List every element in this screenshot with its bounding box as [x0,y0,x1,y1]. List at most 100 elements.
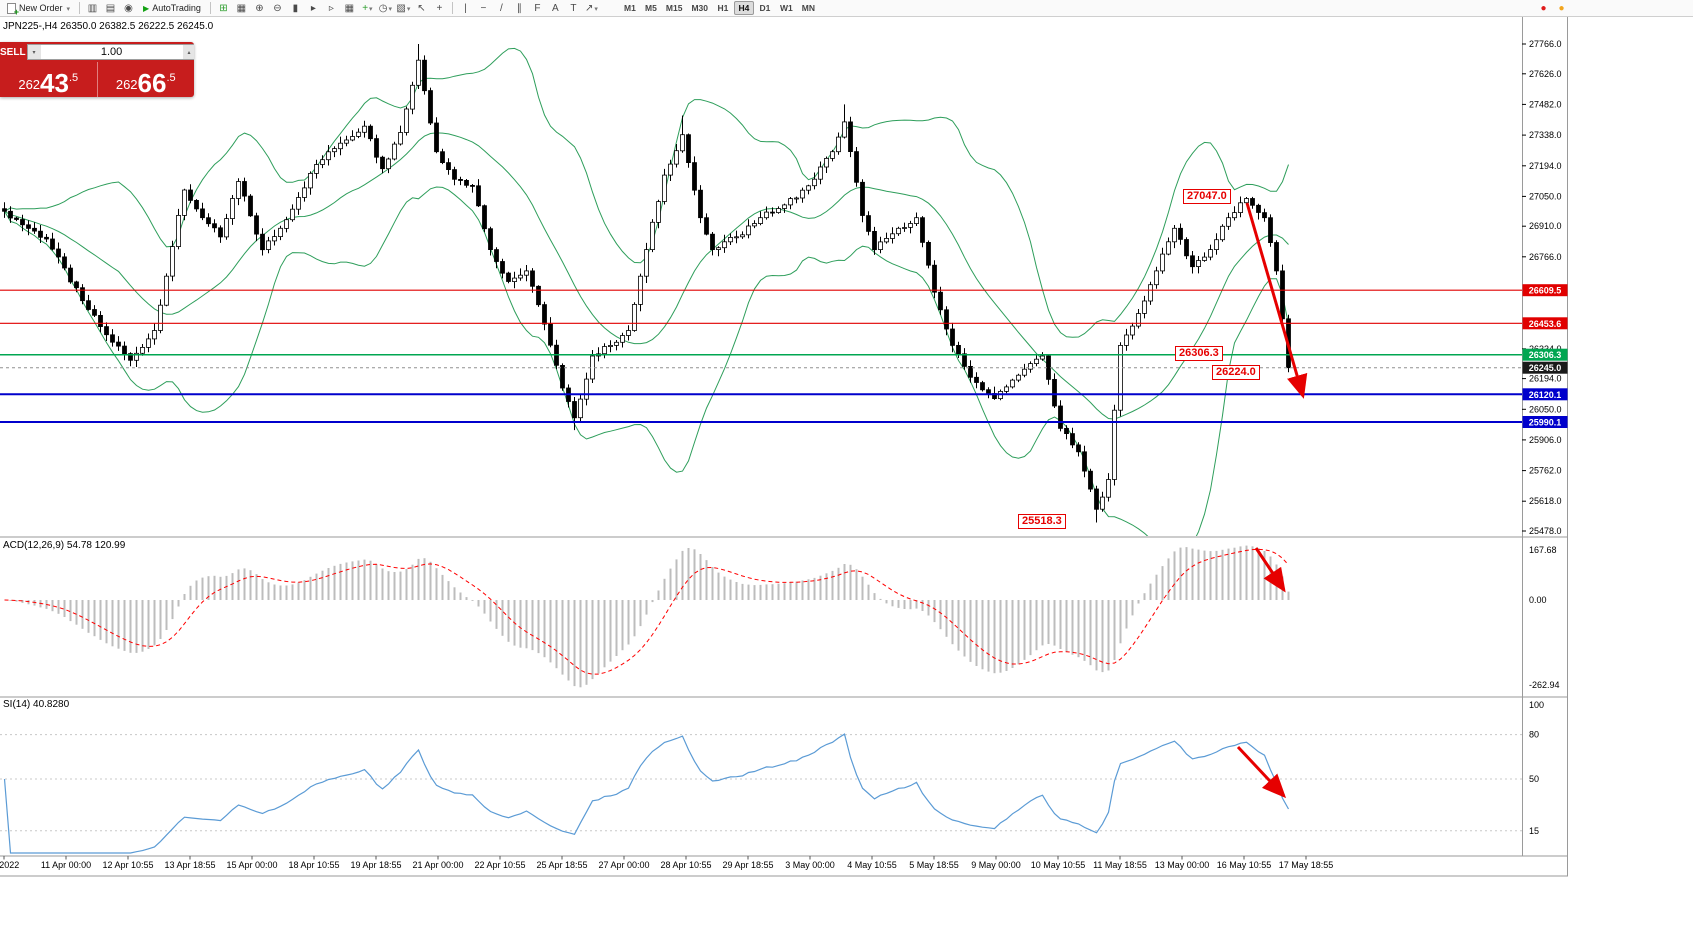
period-icon[interactable]: ◷ [377,1,394,16]
volume-input[interactable] [40,45,183,59]
trendline-icon: / [500,2,503,14]
svg-text:27482.0: 27482.0 [1529,99,1562,109]
market-watch-icon[interactable]: ▥ [84,1,101,16]
horizontal-line-icon[interactable]: − [475,1,492,16]
zoom-out-icon[interactable]: ⊖ [269,1,286,16]
svg-text:27766.0: 27766.0 [1529,39,1562,49]
svg-text:26766.0: 26766.0 [1529,252,1562,262]
volume-up-button[interactable] [182,45,194,59]
vertical-line-icon: | [464,2,467,14]
caret-down-icon [389,3,393,14]
svg-text:167.68: 167.68 [1529,545,1557,555]
svg-text:11 Apr 00:00: 11 Apr 00:00 [41,860,91,870]
svg-text:27 Apr 00:00: 27 Apr 00:00 [598,860,649,870]
fibonacci-icon[interactable]: F [529,1,546,16]
indicators-icon[interactable]: ⊞ [215,1,232,16]
timeframe-m1[interactable]: M1 [620,1,640,15]
account-status-icon[interactable]: ● [1553,1,1570,16]
toolbar-gap [1571,8,1691,9]
timeframe-h1[interactable]: H1 [713,1,733,15]
add-indicator-icon[interactable]: + [359,1,376,16]
data-window-icon[interactable]: ▤ [102,1,119,16]
price-callout[interactable]: 27047.0 [1183,189,1231,204]
price-callout[interactable]: 25518.3 [1018,514,1066,529]
zoom-in-icon[interactable]: ⊕ [251,1,268,16]
svg-text:26050.0: 26050.0 [1529,404,1562,414]
timeframe-m15[interactable]: M15 [662,1,687,15]
sound-icon[interactable]: ◉ [120,1,137,16]
new-order-button[interactable]: New Order [2,1,75,17]
arrows-icon[interactable]: ↗ [583,1,600,16]
toolbar-separator [209,2,211,14]
tile-windows-icon: ▦ [236,2,247,14]
price-callout[interactable]: 26224.0 [1212,365,1260,380]
autotrading-button[interactable]: AutoTrading [138,1,206,16]
volume-down-button[interactable] [27,45,41,59]
timeframe-d1[interactable]: D1 [755,1,775,15]
svg-text:16 May 10:55: 16 May 10:55 [1217,860,1272,870]
channel-icon: ∥ [516,2,522,14]
svg-text:-262.94: -262.94 [1529,680,1560,690]
rsi-panel [0,733,1522,854]
buy-price[interactable]: 262 66.5 [98,62,195,97]
price-callout[interactable]: 26306.3 [1175,346,1223,361]
horizontal-level-lines[interactable] [0,289,1522,423]
time-axis[interactable]: pr 2022 11 Apr 00:00 12 Apr 10:55 13 Apr 18… [0,856,1333,870]
caret-down-icon [594,3,598,14]
sound-icon: ◉ [124,2,133,14]
svg-text:25762.0: 25762.0 [1529,466,1562,476]
auto-scroll-icon: ▸ [310,2,316,14]
cursor-icon[interactable]: ↖ [413,1,430,16]
channel-icon[interactable]: ∥ [511,1,528,16]
svg-text:27194.0: 27194.0 [1529,161,1562,171]
volume-box [26,44,194,60]
crosshair-icon[interactable]: + [431,1,448,16]
timeframe-h4[interactable]: H4 [733,1,754,15]
svg-text:12 Apr 10:55: 12 Apr 10:55 [102,860,153,870]
price-axis[interactable]: 27766.0 27626.0 27482.0 27338.0 27194.0 27050… [1522,39,1568,836]
text-icon[interactable]: A [547,1,564,16]
market-watch-icon: ▥ [87,2,98,14]
template-icon[interactable]: ▧ [395,1,412,16]
trend-arrows[interactable] [1236,202,1308,799]
svg-text:25 Apr 18:55: 25 Apr 18:55 [536,860,587,870]
svg-text:80: 80 [1529,730,1539,740]
svg-text:100: 100 [1529,700,1544,710]
timeframe-m30[interactable]: M30 [687,1,712,15]
notification-icon[interactable]: ● [1535,1,1552,16]
chart-shift-icon[interactable]: ▹ [323,1,340,16]
svg-text:15: 15 [1529,826,1539,836]
trendline-icon[interactable]: / [493,1,510,16]
label-icon: T [570,2,577,14]
sell-price-prefix: 262 [18,77,41,92]
zoom-in-icon: ⊕ [255,2,264,14]
svg-text:19 Apr 18:55: 19 Apr 18:55 [350,860,401,870]
svg-text:27626.0: 27626.0 [1529,69,1562,79]
auto-scroll-icon[interactable]: ▸ [305,1,322,16]
tile-windows-icon[interactable]: ▦ [233,1,250,16]
svg-text:26194.0: 26194.0 [1529,374,1562,384]
vertical-line-icon[interactable]: | [457,1,474,16]
autotrading-icon [143,3,149,13]
grid-icon[interactable]: ▦ [341,1,358,16]
caret-down-icon [67,3,71,13]
svg-text:25990.1: 25990.1 [1529,418,1562,428]
sell-button[interactable]: SELL [0,42,26,62]
svg-text:13 May 00:00: 13 May 00:00 [1155,860,1210,870]
svg-text:28 Apr 10:55: 28 Apr 10:55 [660,860,711,870]
grid-icon: ▦ [344,2,355,14]
new-order-icon [7,2,19,17]
data-window-icon: ▤ [105,2,116,14]
svg-text:22 Apr 10:55: 22 Apr 10:55 [474,860,525,870]
sell-price[interactable]: 262 43.5 [0,62,97,97]
timeframe-m5[interactable]: M5 [641,1,661,15]
timeframe-mn[interactable]: MN [798,1,819,15]
panel-frame [0,17,1568,877]
candle-style-icon[interactable]: ▮ [287,1,304,16]
svg-text:26306.3: 26306.3 [1529,350,1562,360]
crosshair-icon: + [436,2,443,14]
add-indicator-icon: + [362,2,369,14]
label-icon[interactable]: T [565,1,582,16]
timeframe-w1[interactable]: W1 [776,1,797,15]
